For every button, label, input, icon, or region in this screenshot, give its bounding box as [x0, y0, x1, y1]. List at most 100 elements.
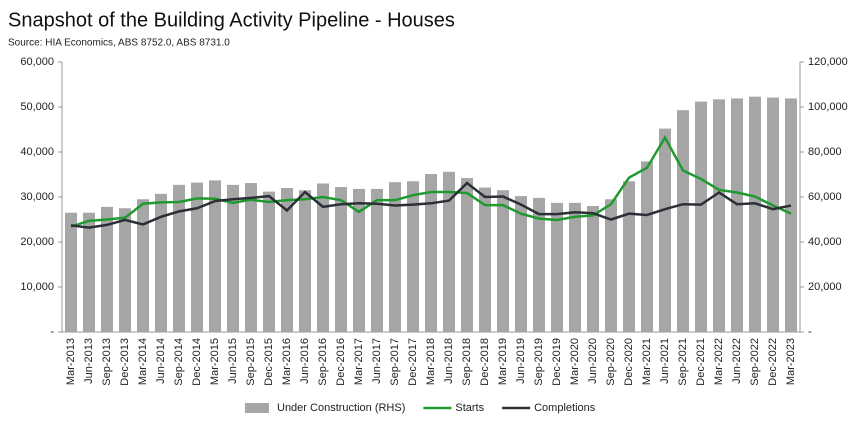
chart-title: Snapshot of the Building Activity Pipeli…	[8, 9, 455, 31]
y-tick-label: 50,000	[20, 101, 54, 113]
x-tick-label: Jun-2021	[659, 338, 671, 384]
bar	[497, 190, 509, 332]
x-tick-label: Dec-2014	[191, 338, 203, 386]
legend-label: Completions	[534, 402, 596, 414]
bar	[515, 196, 527, 332]
bar	[659, 128, 671, 332]
bar	[371, 188, 383, 332]
bar	[623, 181, 635, 332]
bar	[767, 97, 779, 332]
bar	[731, 98, 743, 332]
bar	[335, 187, 347, 332]
x-tick-label: Sep-2015	[245, 338, 257, 386]
bar	[641, 161, 653, 332]
y-tick-label: 60,000	[20, 56, 54, 68]
y2-tick-label: 80,000	[808, 146, 842, 158]
legend-label: Starts	[455, 402, 484, 414]
x-tick-label: Sep-2014	[173, 338, 185, 386]
x-tick-label: Jun-2017	[371, 338, 383, 384]
bar	[119, 208, 131, 332]
x-tick-label: Sep-2016	[317, 338, 329, 386]
y2-tick-label: 40,000	[808, 236, 842, 248]
bar	[749, 96, 761, 333]
bar	[551, 202, 563, 332]
bar	[353, 188, 365, 332]
bar	[281, 188, 293, 332]
x-tick-label: Mar-2022	[713, 338, 725, 385]
x-tick-label: Mar-2020	[569, 338, 581, 385]
y2-tick-label: -	[808, 326, 812, 338]
bar	[677, 110, 689, 333]
x-tick-label: Dec-2017	[407, 338, 419, 386]
x-tick-label: Sep-2013	[101, 338, 113, 386]
x-tick-label: Sep-2017	[389, 338, 401, 386]
x-tick-label: Mar-2023	[785, 338, 797, 385]
y-tick-label: 30,000	[20, 191, 54, 203]
bar	[83, 212, 95, 332]
x-tick-label: Dec-2016	[335, 338, 347, 386]
bar	[533, 197, 545, 332]
x-tick-label: Jun-2015	[227, 338, 239, 384]
x-tick-label: Mar-2013	[65, 338, 77, 385]
x-tick-label: Dec-2015	[263, 338, 275, 386]
y-tick-label: 20,000	[20, 236, 54, 248]
bar	[407, 181, 419, 332]
bar	[245, 183, 257, 332]
bar	[695, 101, 707, 332]
bar	[425, 174, 437, 332]
x-tick-label: Jun-2019	[515, 338, 527, 384]
bar	[461, 178, 473, 332]
x-tick-label: Jun-2022	[731, 338, 743, 384]
bar	[317, 183, 329, 332]
y2-tick-label: 20,000	[808, 281, 842, 293]
y2-tick-label: 120,000	[808, 56, 848, 68]
bar	[479, 187, 491, 332]
y-tick-label: 10,000	[20, 281, 54, 293]
bar	[137, 199, 149, 332]
x-tick-label: Jun-2018	[443, 338, 455, 384]
bar	[605, 199, 617, 332]
bar	[227, 184, 239, 332]
x-tick-label: Mar-2016	[281, 338, 293, 385]
x-tick-label: Dec-2021	[695, 338, 707, 386]
x-tick-label: Sep-2019	[533, 338, 545, 386]
y-tick-label: -	[50, 326, 54, 338]
y-tick-label: 40,000	[20, 146, 54, 158]
bar	[65, 212, 77, 332]
bar	[155, 193, 167, 332]
x-tick-label: Jun-2014	[155, 338, 167, 384]
x-tick-label: Mar-2019	[497, 338, 509, 385]
bar	[263, 191, 275, 332]
x-tick-label: Sep-2022	[749, 338, 761, 386]
bar	[389, 182, 401, 332]
x-tick-label: Jun-2013	[83, 338, 95, 384]
bar	[785, 98, 797, 332]
legend-swatch	[245, 403, 269, 413]
bar	[101, 206, 113, 332]
bar	[209, 180, 221, 332]
chart-subtitle: Source: HIA Economics, ABS 8752.0, ABS 8…	[8, 38, 230, 49]
x-tick-label: Mar-2018	[425, 338, 437, 385]
bar	[569, 202, 581, 332]
bar	[299, 190, 311, 332]
bar	[191, 182, 203, 332]
line	[70, 135, 792, 228]
x-tick-label: Mar-2021	[641, 338, 653, 385]
x-tick-label: Mar-2014	[137, 338, 149, 385]
legend-label: Under Construction (RHS)	[277, 402, 405, 414]
y2-tick-label: 100,000	[808, 101, 848, 113]
bar	[713, 99, 725, 332]
x-tick-label: Jun-2016	[299, 338, 311, 384]
x-tick-label: Dec-2019	[551, 338, 563, 386]
x-tick-label: Dec-2013	[119, 338, 131, 386]
y2-tick-label: 60,000	[808, 191, 842, 203]
x-tick-label: Mar-2015	[209, 338, 221, 385]
x-tick-label: Jun-2020	[587, 338, 599, 384]
line	[70, 181, 792, 229]
x-tick-label: Sep-2020	[605, 338, 617, 386]
x-tick-label: Dec-2022	[767, 338, 779, 386]
bar	[443, 171, 455, 332]
x-tick-label: Dec-2020	[623, 338, 635, 386]
x-tick-label: Sep-2018	[461, 338, 473, 386]
